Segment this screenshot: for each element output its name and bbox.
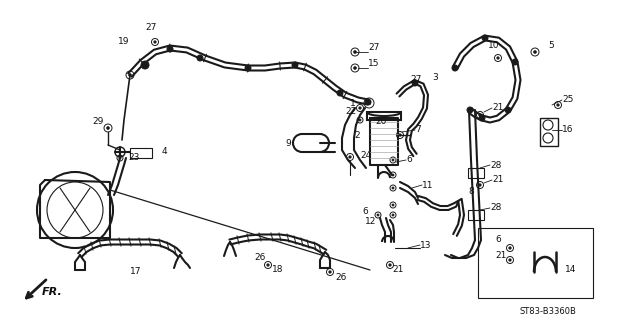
Text: 26: 26 xyxy=(254,253,266,262)
Text: 28: 28 xyxy=(490,161,501,170)
Circle shape xyxy=(467,107,473,113)
Text: 26: 26 xyxy=(335,274,347,283)
Circle shape xyxy=(359,119,361,121)
Circle shape xyxy=(534,51,536,53)
Text: 21: 21 xyxy=(392,266,403,275)
Text: 21: 21 xyxy=(495,251,506,260)
Circle shape xyxy=(509,259,512,261)
Circle shape xyxy=(392,187,394,189)
Circle shape xyxy=(452,65,458,71)
Text: 19: 19 xyxy=(118,37,129,46)
Circle shape xyxy=(245,65,251,71)
Text: 10: 10 xyxy=(488,41,499,50)
Circle shape xyxy=(267,264,269,266)
Text: 5: 5 xyxy=(548,41,554,50)
Bar xyxy=(367,112,401,120)
Text: 27: 27 xyxy=(410,76,421,84)
Circle shape xyxy=(167,46,173,52)
Circle shape xyxy=(349,156,351,158)
Text: 21: 21 xyxy=(492,175,503,185)
Text: 13: 13 xyxy=(420,241,431,250)
Text: 27: 27 xyxy=(368,44,380,52)
Circle shape xyxy=(365,99,371,105)
Bar xyxy=(540,118,558,146)
Circle shape xyxy=(359,107,361,109)
Text: 16: 16 xyxy=(562,125,573,134)
Text: 14: 14 xyxy=(565,266,576,275)
Text: 4: 4 xyxy=(162,148,168,156)
Circle shape xyxy=(377,214,379,216)
Text: 29: 29 xyxy=(92,117,103,126)
Text: 17: 17 xyxy=(130,268,141,276)
Text: 6: 6 xyxy=(362,207,368,217)
Text: 20: 20 xyxy=(375,117,387,126)
Bar xyxy=(478,228,593,298)
Text: 9: 9 xyxy=(285,139,290,148)
Text: 1: 1 xyxy=(350,99,355,108)
Circle shape xyxy=(354,67,356,69)
Bar xyxy=(130,148,152,158)
Circle shape xyxy=(141,61,149,69)
Bar xyxy=(468,168,484,178)
Text: 18: 18 xyxy=(272,266,283,275)
Circle shape xyxy=(497,57,499,59)
Circle shape xyxy=(557,104,559,106)
Circle shape xyxy=(368,101,371,105)
Text: 24: 24 xyxy=(360,150,371,159)
Circle shape xyxy=(354,51,356,53)
Circle shape xyxy=(509,247,512,249)
Text: 8: 8 xyxy=(468,188,474,196)
Text: 6: 6 xyxy=(406,156,412,164)
Text: 11: 11 xyxy=(422,180,434,189)
Text: 7: 7 xyxy=(415,125,421,134)
Circle shape xyxy=(399,134,401,136)
Text: 23: 23 xyxy=(128,154,140,163)
Circle shape xyxy=(337,90,343,96)
Text: 21: 21 xyxy=(492,103,503,113)
Text: 28: 28 xyxy=(490,204,501,212)
Circle shape xyxy=(329,271,331,273)
Text: 2: 2 xyxy=(354,131,360,140)
Circle shape xyxy=(482,35,488,41)
Circle shape xyxy=(479,114,481,116)
Circle shape xyxy=(543,129,547,132)
Circle shape xyxy=(389,264,391,266)
Text: 27: 27 xyxy=(145,23,156,33)
Circle shape xyxy=(392,174,394,176)
Circle shape xyxy=(392,204,394,206)
Circle shape xyxy=(154,41,156,43)
Bar xyxy=(468,210,484,220)
Circle shape xyxy=(119,157,121,159)
Text: ST83-B3360B: ST83-B3360B xyxy=(520,308,577,316)
Circle shape xyxy=(505,107,511,113)
Circle shape xyxy=(392,214,394,216)
Text: 3: 3 xyxy=(432,74,438,83)
Circle shape xyxy=(106,127,110,129)
Circle shape xyxy=(129,74,131,76)
Text: 22: 22 xyxy=(345,108,356,116)
Text: 6: 6 xyxy=(495,236,501,244)
Circle shape xyxy=(479,115,485,121)
Text: 15: 15 xyxy=(368,60,380,68)
Circle shape xyxy=(197,55,203,61)
Text: 25: 25 xyxy=(562,95,573,105)
Circle shape xyxy=(412,80,418,86)
Text: FR.: FR. xyxy=(42,287,63,297)
Circle shape xyxy=(479,184,481,186)
Circle shape xyxy=(512,59,518,65)
Text: 12: 12 xyxy=(365,218,376,227)
Circle shape xyxy=(292,62,298,68)
Circle shape xyxy=(392,159,394,161)
